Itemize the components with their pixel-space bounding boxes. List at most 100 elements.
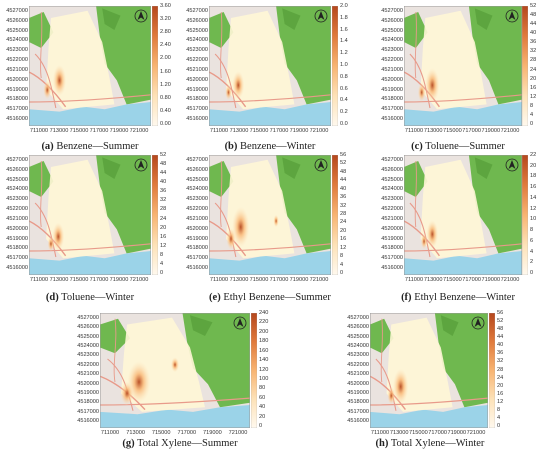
colorbar-tick-label: 0	[340, 270, 344, 276]
colorbar-tick-label: 20	[259, 413, 266, 420]
concentration-hotspot	[231, 206, 250, 248]
colorbar-tick-label: 12	[340, 244, 347, 251]
x-tick-label: 715000	[443, 277, 462, 283]
colorbar-tick-label: 20	[160, 224, 167, 231]
y-tick-label: 4527000	[6, 8, 28, 14]
colorbar-tick-label: 48	[340, 168, 347, 175]
y-tick-label: 4521000	[347, 371, 369, 378]
y-tick-label: 4526000	[6, 166, 28, 173]
colorbar-tick-label: 14	[530, 194, 537, 201]
x-tick-label: 719000	[109, 277, 129, 283]
colorbar-tick-label: 36	[340, 194, 347, 201]
y-tick-label: 4519000	[347, 389, 369, 396]
colorbar-tick-label: 0	[530, 270, 534, 276]
road	[404, 94, 522, 103]
road	[380, 318, 383, 383]
y-tick-label: 4525000	[381, 176, 403, 183]
forest-area	[29, 161, 54, 197]
x-tick-label: 711000	[29, 128, 49, 134]
y-tick-label: 4522000	[6, 206, 28, 213]
y-tick-label: 4519000	[381, 235, 403, 242]
colorbar-tick-label: 0.80	[160, 94, 171, 101]
y-tick-label: 4519000	[186, 86, 208, 93]
colorbar-tick-label: 240	[259, 310, 269, 316]
colorbar-tick-label: 8	[160, 251, 164, 258]
y-tick-label: 4527000	[6, 157, 28, 163]
colorbar-tick-label: 4	[340, 261, 344, 268]
y-tick-label: 4516000	[381, 265, 403, 271]
north-arrow-icon	[505, 9, 519, 23]
road	[29, 243, 151, 252]
panel-caption: (a) Benzene—Summer	[0, 141, 180, 152]
concentration-hotspot	[47, 236, 55, 252]
sea-area	[370, 405, 488, 428]
sea-area	[100, 405, 250, 428]
y-tick-label: 4527000	[77, 315, 99, 321]
colorbar-tick-label: 24	[160, 215, 167, 222]
y-tick-label: 4522000	[347, 361, 369, 368]
north-arrow-icon	[505, 158, 519, 172]
x-tick-label: 715000	[249, 277, 269, 283]
y-tick-label: 4517000	[77, 408, 99, 415]
colorbar	[152, 6, 158, 126]
concentration-hotspot	[120, 381, 134, 406]
y-tick-label: 4525000	[77, 333, 99, 340]
colorbar-tick-label: 2.0	[340, 3, 348, 9]
colorbar-tick-label: 40	[259, 404, 266, 411]
colorbar-tick-label: 0	[530, 121, 534, 127]
panel-caption: (g) Total Xylene—Summer	[90, 438, 270, 449]
y-tick-label: 4516000	[6, 265, 28, 271]
colorbar-tick-label: 20	[497, 382, 504, 389]
road	[409, 53, 431, 109]
map-image	[29, 6, 151, 126]
colorbar-tick-label: 140	[259, 357, 269, 364]
panel-caption: (d) Toluene—Winter	[0, 292, 180, 303]
y-tick-label: 4526000	[186, 166, 208, 173]
y-tick-label: 4524000	[381, 37, 403, 44]
colorbar-tick-label: 44	[160, 170, 167, 177]
colorbar-tick-label: 36	[160, 188, 167, 195]
x-tick-label: 711000	[209, 128, 229, 134]
x-tick-label: 719000	[203, 430, 222, 436]
north-arrow-icon	[134, 158, 148, 172]
y-tick-label: 4525000	[6, 27, 28, 34]
y-tick-label: 4520000	[381, 76, 403, 83]
colorbar-tick-label: 44	[497, 334, 504, 341]
forest-area	[404, 12, 428, 48]
colorbar-tick-label: 48	[160, 161, 167, 168]
colorbar-tick-label: 12	[160, 242, 167, 249]
y-tick-label: 4520000	[347, 380, 369, 387]
concentration-hotspot	[232, 71, 245, 100]
y-tick-label: 4521000	[186, 215, 208, 222]
concentration-hotspot	[426, 220, 439, 249]
panel-title: Toluene—Summer	[422, 141, 505, 152]
road	[209, 94, 331, 103]
colorbar	[332, 155, 338, 275]
panel-letter: (g)	[122, 438, 135, 449]
colorbar-tick-label: 28	[340, 211, 347, 217]
panel-letter: (h)	[375, 438, 389, 449]
x-tick-label: 721000	[500, 277, 520, 283]
y-tick-label: 4522000	[186, 57, 208, 64]
x-tick-label: 719000	[447, 430, 467, 436]
colorbar-tick-label: 52	[497, 318, 504, 325]
y-tick-label: 4523000	[186, 47, 208, 54]
road	[29, 94, 151, 103]
y-tick-label: 4518000	[186, 96, 208, 103]
colorbar-tick-label: 2	[530, 259, 534, 266]
colorbar-tick-label: 4	[530, 111, 534, 118]
colorbar-tick-label: 4	[530, 248, 534, 255]
forest-area	[96, 155, 151, 254]
concentration-hotspot	[392, 368, 409, 405]
panel-title: Toluene—Winter	[58, 292, 135, 303]
colorbar-tick-label: 12	[497, 398, 504, 405]
panel-title: Benzene—Summer	[53, 141, 139, 152]
colorbar-tick-label: 16	[530, 184, 537, 191]
sea-area	[29, 102, 151, 126]
forest-area	[100, 318, 130, 354]
colorbar-tick-label: 200	[259, 328, 269, 335]
y-tick-label: 4526000	[77, 324, 99, 331]
y-tick-label: 4524000	[6, 186, 28, 193]
x-tick-label: 717000	[462, 128, 481, 134]
x-tick-label: 721000	[500, 128, 520, 134]
